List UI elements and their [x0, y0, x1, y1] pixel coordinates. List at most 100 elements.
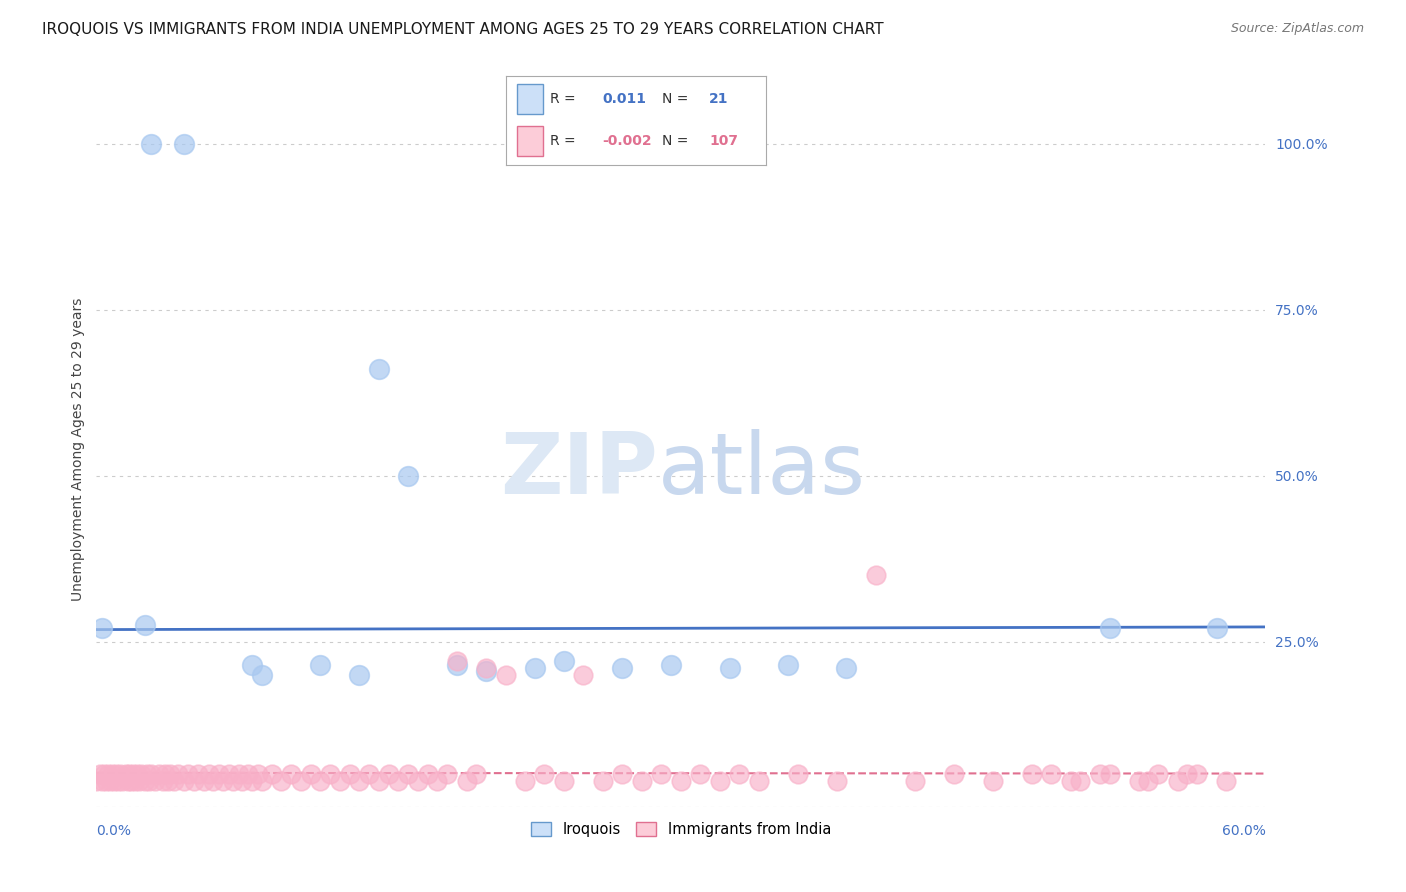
Point	[1059, 773, 1081, 788]
Point	[114, 767, 136, 781]
Point	[1128, 773, 1150, 788]
Point	[835, 661, 858, 675]
Point	[120, 773, 142, 788]
Point	[139, 136, 162, 151]
Text: 0.0%: 0.0%	[97, 824, 131, 838]
Point	[446, 657, 468, 672]
Point	[319, 767, 342, 781]
Point	[650, 767, 672, 781]
Point	[250, 667, 273, 681]
Point	[339, 767, 361, 781]
Point	[748, 773, 770, 788]
Point	[786, 767, 808, 781]
Point	[475, 661, 498, 675]
Point	[122, 767, 145, 781]
Point	[91, 773, 114, 788]
Point	[198, 767, 221, 781]
Point	[1088, 767, 1111, 781]
Point	[101, 767, 124, 781]
Point	[1069, 773, 1091, 788]
Point	[118, 767, 141, 781]
Point	[1167, 773, 1189, 788]
Point	[91, 621, 114, 635]
Point	[107, 773, 129, 788]
Point	[1098, 767, 1121, 781]
Point	[1098, 621, 1121, 635]
Point	[406, 773, 429, 788]
Point	[659, 657, 682, 672]
FancyBboxPatch shape	[516, 84, 543, 114]
Point	[128, 773, 150, 788]
Point	[134, 618, 156, 632]
Point	[865, 568, 887, 582]
Point	[728, 767, 751, 781]
Point	[309, 773, 332, 788]
Point	[612, 767, 634, 781]
Point	[218, 767, 240, 781]
Text: IROQUOIS VS IMMIGRANTS FROM INDIA UNEMPLOYMENT AMONG AGES 25 TO 29 YEARS CORRELA: IROQUOIS VS IMMIGRANTS FROM INDIA UNEMPL…	[42, 22, 884, 37]
Point	[456, 773, 478, 788]
Point	[136, 767, 159, 781]
Point	[86, 773, 108, 788]
Text: R =: R =	[550, 134, 581, 148]
Point	[299, 767, 322, 781]
Point	[157, 773, 180, 788]
Text: 107: 107	[709, 134, 738, 148]
Point	[202, 773, 225, 788]
Point	[250, 773, 273, 788]
Point	[942, 767, 965, 781]
Point	[572, 667, 595, 681]
Text: 21: 21	[709, 92, 728, 106]
Point	[329, 773, 352, 788]
Point	[212, 773, 235, 788]
Point	[1147, 767, 1170, 781]
Point	[270, 773, 292, 788]
Point	[436, 767, 458, 781]
Point	[1185, 767, 1208, 781]
Point	[240, 773, 263, 788]
Point	[222, 773, 245, 788]
Text: -0.002: -0.002	[602, 134, 652, 148]
Point	[592, 773, 614, 788]
Point	[138, 773, 160, 788]
Text: N =: N =	[662, 92, 693, 106]
Point	[669, 773, 692, 788]
Point	[396, 767, 419, 781]
Point	[187, 767, 209, 781]
FancyBboxPatch shape	[516, 126, 543, 156]
Point	[446, 655, 468, 669]
Point	[117, 773, 139, 788]
Point	[631, 773, 654, 788]
Text: Source: ZipAtlas.com: Source: ZipAtlas.com	[1230, 22, 1364, 36]
Text: 0.011: 0.011	[602, 92, 647, 106]
Point	[396, 468, 419, 483]
Point	[193, 773, 215, 788]
Point	[260, 767, 283, 781]
Point	[465, 767, 488, 781]
Point	[89, 767, 111, 781]
Point	[709, 773, 731, 788]
Point	[238, 767, 260, 781]
Point	[416, 767, 439, 781]
Point	[152, 773, 174, 788]
Point	[208, 767, 231, 781]
Point	[1021, 767, 1043, 781]
Point	[904, 773, 927, 788]
Point	[359, 767, 381, 781]
Point	[1040, 767, 1063, 781]
Text: 60.0%: 60.0%	[1222, 824, 1265, 838]
Point	[94, 773, 117, 788]
Point	[104, 767, 127, 781]
Point	[247, 767, 270, 781]
Point	[689, 767, 711, 781]
Point	[231, 773, 253, 788]
Y-axis label: Unemployment Among Ages 25 to 29 years: Unemployment Among Ages 25 to 29 years	[72, 297, 86, 601]
Point	[228, 767, 250, 781]
Point	[163, 773, 186, 788]
Point	[981, 773, 1004, 788]
Point	[1137, 773, 1160, 788]
Point	[309, 657, 332, 672]
Point	[108, 767, 131, 781]
Point	[290, 773, 312, 788]
Point	[280, 767, 302, 781]
